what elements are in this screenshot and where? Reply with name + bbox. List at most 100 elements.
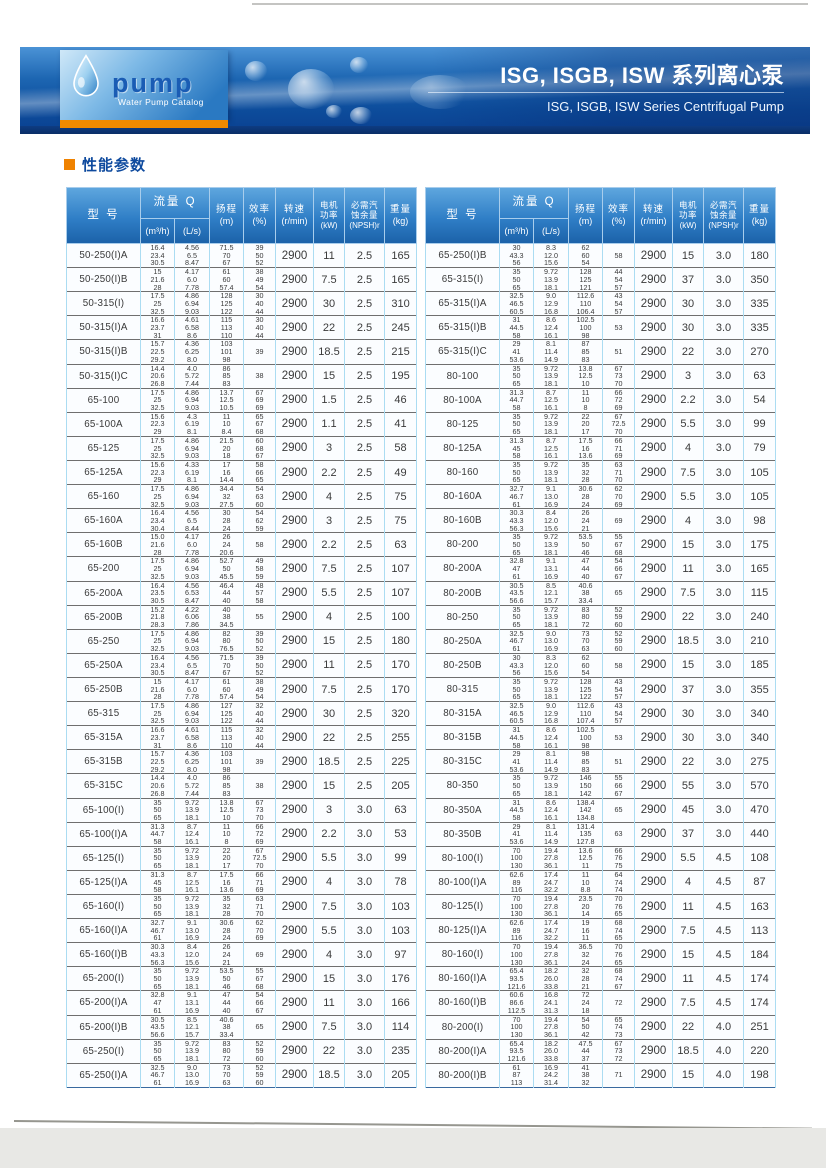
bubble-decoration — [245, 61, 267, 81]
weight-cell: 210 — [743, 628, 777, 654]
model-cell: 80-200(I) — [425, 1014, 501, 1040]
eff-cell: 52 59 60 — [243, 1062, 277, 1088]
speed-cell: 2900 — [275, 242, 315, 268]
power-cell: 22 — [672, 1014, 705, 1040]
npsh-cell: 2.5 — [344, 387, 386, 413]
table-row: 50-315(I)A 16.6 23.7 31 4.61 6.58 8.6 115 1… — [66, 315, 418, 340]
table-row: 65-200(I)A 32.8 47 61 9.1 13.1 16.9 47 44 4… — [66, 990, 418, 1015]
eff-cell: 54 62 59 — [243, 508, 277, 533]
table-row: 65-315(I)B 31 44.5 58 8.6 12.4 16.1 102.5 1… — [425, 315, 777, 340]
npsh-cell: 2.5 — [344, 291, 386, 316]
table-row: 65-100A 15.6 22.3 29 4.3 6.19 8.1 11 10 8.4… — [66, 411, 418, 437]
col-power-header: 电机 功率 (kW) — [313, 187, 346, 244]
m3h-cell: 15.7 22.5 29.2 — [140, 749, 175, 774]
eff-cell: 52 59 60 — [602, 628, 636, 654]
eff-cell: 54 66 67 — [602, 556, 636, 582]
head-cell: 40.6 38 33.4 — [209, 1014, 245, 1040]
head-cell: 62 60 54 — [568, 242, 604, 268]
eff-cell: 65 74 73 — [602, 1014, 636, 1040]
speed-cell: 2900 — [275, 749, 315, 774]
page-title: ISG, ISGB, ISW 系列离心泵 — [500, 63, 784, 88]
ls-cell: 4.36 6.25 8.0 — [173, 749, 211, 774]
table-row: 80-125 35 50 65 9.72 13.9 18.1 22 20 17 67 7… — [425, 411, 777, 437]
eff-cell: 69 — [243, 942, 277, 967]
model-cell: 80-250B — [425, 652, 501, 678]
ls-cell: 8.7 12.5 16.1 — [533, 435, 570, 461]
eff-cell: 49 58 59 — [243, 556, 277, 582]
head-cell: 115 113 110 — [209, 315, 245, 340]
m3h-cell: 35 50 65 — [499, 459, 535, 485]
model-cell: 65-160(I)A — [66, 918, 141, 943]
npsh-cell: 3.0 — [703, 267, 745, 292]
col-weight-header: 重量 (kg) — [743, 187, 777, 244]
ls-cell: 4.17 6.0 7.78 — [173, 676, 211, 702]
eff-cell: 63 71 70 — [602, 459, 636, 485]
weight-cell: 175 — [743, 532, 777, 557]
performance-tables: 型 号 流量 Q 扬程 (m) 效率 (%) 转速 (r/min) 电机 功率 (kW) … — [66, 187, 777, 1088]
ls-cell: 4.86 6.94 9.03 — [173, 387, 211, 413]
speed-cell: 2900 — [634, 315, 674, 340]
ls-cell: 9.72 13.9 18.1 — [173, 1038, 211, 1064]
eff-cell: 32 40 44 — [243, 701, 277, 726]
model-cell: 65-200(I)B — [66, 1014, 141, 1040]
speed-cell: 2900 — [634, 797, 674, 823]
performance-table-right: 型 号 流量 Q 扬程 (m) 效率 (%) 转速 (r/min) 电机 功率 (kW) … — [425, 187, 777, 1088]
power-cell: 4 — [672, 869, 705, 895]
eff-cell: 58 — [602, 242, 636, 268]
weight-cell: 107 — [384, 556, 418, 582]
power-cell: 11 — [672, 893, 705, 919]
col-npsh-header: 必需汽 蚀余量 (NPSH)r — [344, 187, 386, 244]
head-cell: 47 44 40 — [209, 990, 245, 1015]
speed-cell: 2900 — [275, 1062, 315, 1088]
speed-cell: 2900 — [634, 676, 674, 702]
eff-cell: 63 — [602, 821, 636, 847]
head-cell: 61 60 57.4 — [209, 676, 245, 702]
weight-cell: 470 — [743, 797, 777, 823]
m3h-cell: 14.4 20.6 26.8 — [140, 363, 175, 389]
page-top-scan-line — [252, 3, 808, 5]
model-cell: 80-100A — [425, 387, 501, 413]
table-row: 65-315C 14.4 20.6 26.8 4.0 5.72 7.44 86 85 … — [66, 773, 418, 799]
npsh-cell: 3.0 — [344, 845, 386, 871]
ls-cell: 8.6 12.4 16.1 — [533, 315, 570, 340]
ls-cell: 4.56 6.53 8.47 — [173, 580, 211, 606]
power-cell: 5.5 — [313, 845, 346, 871]
power-cell: 22 — [672, 604, 705, 630]
head-cell: 30 28 24 — [209, 508, 245, 533]
ls-cell: 9.72 13.9 18.1 — [533, 459, 570, 485]
model-cell: 80-125(I) — [425, 893, 501, 919]
power-cell: 22 — [313, 725, 346, 750]
power-cell: 30 — [672, 725, 705, 750]
npsh-cell: 2.5 — [344, 604, 386, 630]
col-model-header: 型 号 — [425, 187, 501, 244]
speed-cell: 2900 — [634, 459, 674, 485]
ls-cell: 8.3 12.0 15.6 — [533, 652, 570, 678]
ls-cell: 18.2 26.0 33.8 — [533, 1038, 570, 1064]
speed-cell: 2900 — [634, 1014, 674, 1040]
eff-cell: 53 — [602, 725, 636, 750]
speed-cell: 2900 — [634, 411, 674, 437]
table-row: 65-315 17.5 25 32.5 4.86 6.94 9.03 127 125 … — [66, 701, 418, 726]
weight-cell: 87 — [743, 869, 777, 895]
eff-cell: 66 71 69 — [243, 869, 277, 895]
table-row: 65-315(I)C 29 41 53.6 8.1 11.4 14.9 87 85 8… — [425, 339, 777, 365]
eff-cell: 39 50 52 — [243, 628, 277, 654]
speed-cell: 2900 — [275, 918, 315, 943]
ls-cell: 9.72 13.9 18.1 — [533, 267, 570, 292]
power-cell: 7.5 — [672, 459, 705, 485]
speed-cell: 2900 — [634, 918, 674, 943]
page-subtitle: ISG, ISGB, ISW Series Centrifugal Pump — [547, 99, 784, 114]
weight-cell: 49 — [384, 459, 418, 485]
npsh-cell: 4.0 — [703, 1038, 745, 1064]
power-cell: 11 — [313, 652, 346, 678]
table-row: 80-200A 32.8 47 61 9.1 13.1 16.9 47 44 40 54… — [425, 556, 777, 582]
ls-cell: 9.72 13.9 18.1 — [533, 363, 570, 389]
speed-cell: 2900 — [275, 966, 315, 991]
power-cell: 3 — [313, 797, 346, 823]
table-row: 65-250(I)A 32.5 46.7 61 9.0 13.0 16.9 73 70… — [66, 1062, 418, 1088]
eff-cell: 55 67 68 — [602, 532, 636, 557]
model-cell: 50-250(I)A — [66, 242, 141, 268]
eff-cell: 39 — [243, 749, 277, 774]
m3h-cell: 30.3 43.3 56.3 — [499, 508, 535, 533]
table-row: 50-250(I)A 16.4 23.4 30.5 4.56 6.5 8.47 71.… — [66, 242, 418, 268]
